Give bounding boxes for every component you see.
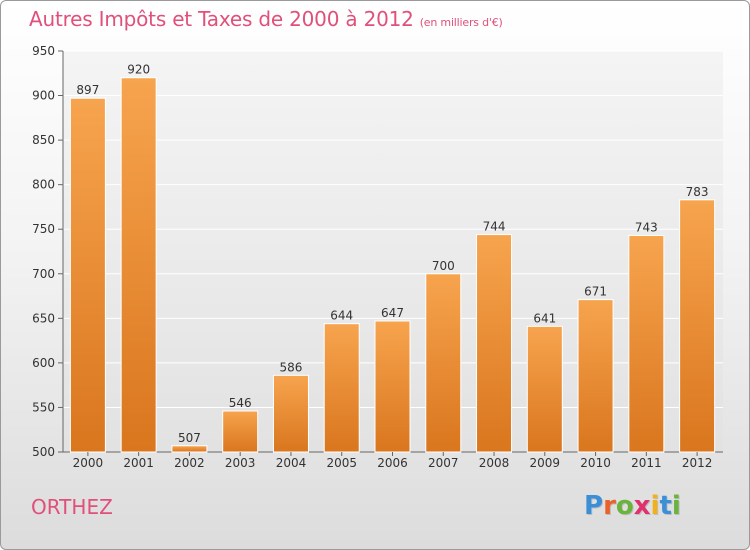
data-label: 647 <box>381 306 404 320</box>
y-tick-label: 600 <box>32 356 55 370</box>
logo-letter: o <box>615 491 634 521</box>
bar <box>272 374 309 453</box>
data-label: 586 <box>280 360 303 374</box>
data-label: 644 <box>330 309 353 323</box>
y-tick-label: 650 <box>32 311 55 325</box>
city-name: ORTHEZ <box>31 495 113 519</box>
chart-title: Autres Impôts et Taxes de 2000 à 2012 (en… <box>29 7 503 31</box>
y-tick-label: 500 <box>32 445 55 459</box>
logo-letter: i <box>650 491 660 521</box>
bar <box>526 325 563 453</box>
x-tick-label: 2004 <box>276 456 307 470</box>
bar <box>476 234 513 453</box>
y-tick-label: 800 <box>32 178 55 192</box>
x-tick-label: 2008 <box>479 456 510 470</box>
y-tick-label: 700 <box>32 267 55 281</box>
logo-letter: x <box>633 491 651 521</box>
logo-letter: i <box>671 491 681 521</box>
bar <box>577 299 614 453</box>
y-tick-label: 950 <box>32 44 55 58</box>
y-tick-label: 900 <box>32 89 55 103</box>
bar <box>120 77 157 453</box>
bar <box>679 199 716 453</box>
data-label: 671 <box>584 285 607 299</box>
data-label: 546 <box>229 396 252 410</box>
x-tick-label: 2007 <box>428 456 459 470</box>
data-label: 641 <box>533 311 556 325</box>
bar <box>171 445 208 453</box>
data-label: 744 <box>483 220 506 234</box>
bar <box>628 234 665 453</box>
data-label: 700 <box>432 259 455 273</box>
chart-subtitle: (en milliers d'€) <box>419 16 503 29</box>
data-label: 920 <box>127 63 150 77</box>
x-tick-label: 2000 <box>73 456 104 470</box>
x-tick-label: 2006 <box>377 456 408 470</box>
logo-letter: P <box>584 491 604 521</box>
y-tick-label: 550 <box>32 400 55 414</box>
x-tick-label: 2002 <box>174 456 205 470</box>
x-tick-label: 2012 <box>682 456 713 470</box>
data-label: 783 <box>686 185 709 199</box>
bar <box>323 323 360 453</box>
data-label: 743 <box>635 220 658 234</box>
logo-letter: t <box>659 491 672 521</box>
x-tick-label: 2003 <box>225 456 256 470</box>
logo-letter: r <box>603 491 616 521</box>
bar <box>222 410 259 453</box>
proxiti-logo: Proxiti <box>584 491 681 521</box>
data-label: 507 <box>178 431 201 445</box>
data-label: 897 <box>76 83 99 97</box>
y-tick-label: 850 <box>32 133 55 147</box>
chart-title-text: Autres Impôts et Taxes de 2000 à 2012 <box>29 7 414 31</box>
x-tick-label: 2010 <box>580 456 611 470</box>
y-tick-label: 750 <box>32 222 55 236</box>
x-tick-label: 2001 <box>123 456 154 470</box>
bar <box>374 320 411 453</box>
bar <box>69 97 106 453</box>
x-tick-label: 2011 <box>631 456 662 470</box>
x-tick-label: 2005 <box>326 456 357 470</box>
x-tick-label: 2009 <box>530 456 561 470</box>
bar <box>425 273 462 453</box>
